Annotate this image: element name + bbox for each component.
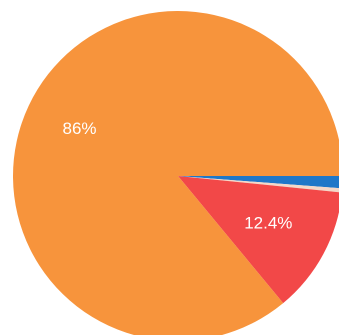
pie-slice-3: [13, 11, 339, 335]
pie-slice-2: [178, 176, 339, 304]
pie-slice-0: [178, 176, 339, 189]
pie-slice-1: [178, 176, 339, 193]
pie-slice-label-3: 86%: [62, 119, 96, 138]
slices-layer: [13, 11, 339, 335]
labels-layer: 12.4% 86%: [62, 119, 292, 233]
pie-slice-label-2: 12.4%: [244, 214, 292, 233]
